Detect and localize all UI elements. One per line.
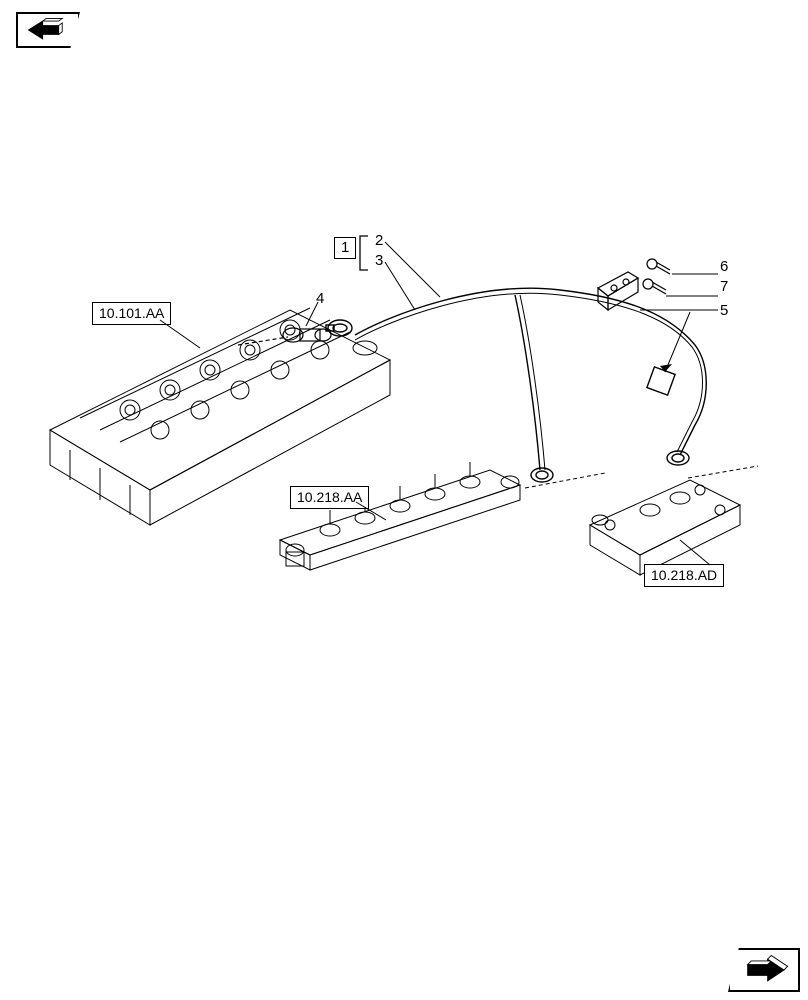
- leader-rail: [356, 502, 386, 522]
- leader-7: [666, 286, 718, 292]
- callout-6: 6: [720, 258, 728, 275]
- leader-6: [672, 264, 718, 270]
- ref-pump[interactable]: 10.218.AD: [644, 564, 724, 587]
- nav-forward-button[interactable]: [728, 948, 800, 992]
- leader-4: [306, 302, 326, 327]
- callout-3: 3: [375, 252, 383, 269]
- callout-1: 1: [334, 237, 356, 259]
- leader-pump: [680, 540, 710, 565]
- leader-3: [385, 262, 425, 312]
- nav-back-button[interactable]: [16, 12, 80, 48]
- axis-rail: [525, 468, 605, 498]
- axis-pump: [688, 460, 758, 495]
- leader-cylhead: [160, 320, 200, 350]
- bracket-1: [356, 236, 370, 270]
- leader-5-to-pipe: [660, 312, 700, 382]
- callout-7: 7: [720, 278, 728, 295]
- diagram-canvas: 10.101.AA 10.218.AA 10.218.AD 1 2 3 4 5 …: [0, 0, 808, 1000]
- callout-5: 5: [720, 302, 728, 319]
- callout-2: 2: [375, 232, 383, 249]
